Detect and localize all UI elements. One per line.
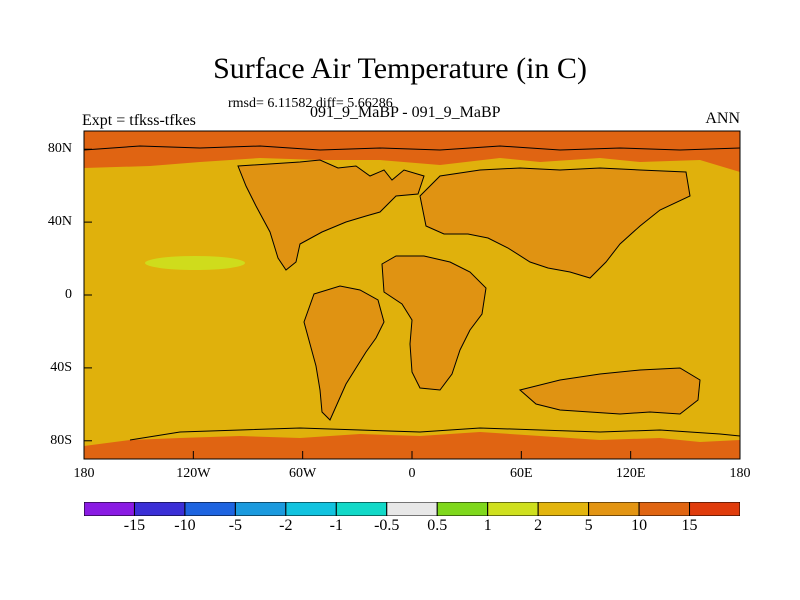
y-tick-label: 40N bbox=[47, 214, 72, 230]
x-tick-label: 0 bbox=[408, 466, 416, 481]
colorbar-label: -10 bbox=[174, 517, 196, 534]
landmass-north-america bbox=[237, 159, 425, 271]
colorbar-label: 5 bbox=[584, 517, 593, 534]
stats-label: rmsd= 6.11582 diff= 5.66286 bbox=[228, 96, 393, 111]
colorbar-segment bbox=[638, 502, 691, 516]
colorbar-segment bbox=[588, 502, 640, 516]
colorbar-label: 2 bbox=[534, 517, 543, 534]
experiment-label: Expt = tfkss-tfkes bbox=[82, 112, 196, 129]
colorbar-label: -2 bbox=[279, 517, 293, 534]
temperature-field bbox=[83, 131, 741, 459]
arctic-outline bbox=[83, 145, 741, 151]
colorbar-label: 0.5 bbox=[427, 517, 448, 534]
landmass-australia bbox=[518, 367, 701, 415]
colorbar-segment bbox=[234, 502, 287, 516]
colorbar-label: -1 bbox=[329, 517, 343, 534]
x-tick-label: 180 bbox=[729, 466, 751, 481]
colorbar-segment bbox=[184, 502, 236, 516]
cool-anomaly bbox=[145, 256, 245, 270]
colorbar-label: -5 bbox=[228, 517, 243, 534]
colorbar-segment bbox=[537, 502, 590, 516]
x-tick-label: 60E bbox=[510, 466, 533, 481]
y-tick-label: 80S bbox=[50, 432, 72, 448]
landmass-eurasia bbox=[419, 167, 691, 279]
landmass-africa bbox=[381, 255, 487, 391]
colorbar-label: -0.5 bbox=[374, 517, 400, 534]
colorbar-segment bbox=[386, 502, 438, 516]
case-label: 091_9_MaBP - 091_9_MaBP bbox=[310, 104, 501, 121]
colorbar-segment bbox=[335, 502, 388, 516]
antarctic-warm-band bbox=[84, 432, 740, 459]
y-tick-label: 40S bbox=[50, 359, 72, 375]
x-tick-label: 60W bbox=[289, 466, 317, 481]
landmass-antarctica bbox=[129, 427, 741, 441]
x-tick-label: 180 bbox=[73, 466, 95, 481]
colorbar-label: 10 bbox=[631, 517, 648, 534]
colorbar bbox=[84, 502, 740, 516]
colorbar-segment bbox=[285, 502, 337, 516]
colorbar-segment bbox=[436, 502, 489, 516]
axis-tick-marks bbox=[83, 148, 741, 459]
colorbar-segment bbox=[84, 502, 135, 516]
plot-title: Surface Air Temperature (in C) bbox=[213, 52, 587, 85]
colorbar-segment bbox=[487, 502, 539, 516]
arctic-warm-band bbox=[84, 131, 740, 172]
colorbar-label: 1 bbox=[483, 517, 492, 534]
colorbar-label: -15 bbox=[123, 517, 146, 534]
x-tick-label: 120E bbox=[615, 466, 646, 481]
y-tick-label: 80N bbox=[47, 141, 72, 157]
colorbar-segment bbox=[689, 502, 740, 516]
season-label: ANN bbox=[705, 110, 740, 127]
colorbar-label: 15 bbox=[681, 517, 698, 534]
colorbar-segment bbox=[133, 502, 186, 516]
x-tick-label: 120W bbox=[176, 466, 211, 481]
landmass-south-america bbox=[303, 285, 385, 421]
y-tick-label: 0 bbox=[65, 287, 72, 302]
